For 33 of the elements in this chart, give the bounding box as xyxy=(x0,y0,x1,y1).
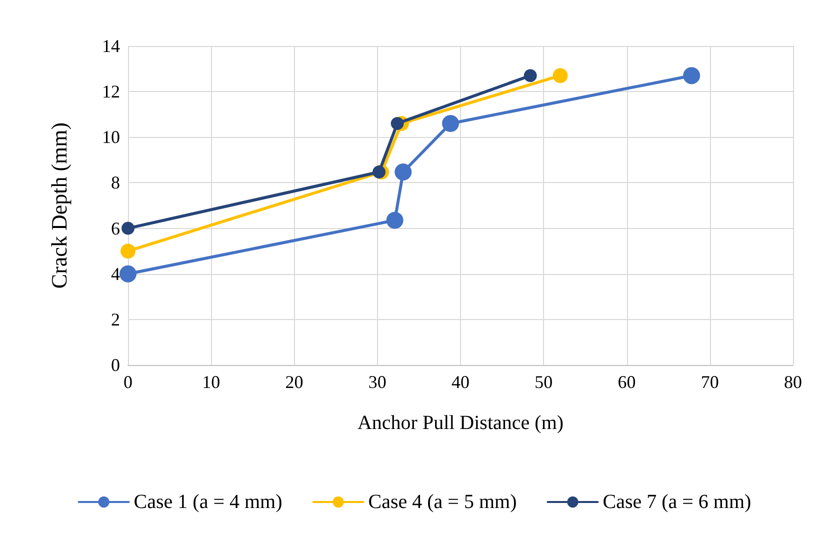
point xyxy=(442,114,460,132)
x-tick-label: 20 xyxy=(285,372,304,392)
x-tick-label: 60 xyxy=(618,372,636,392)
point xyxy=(390,116,404,130)
x-tick-label: 10 xyxy=(202,372,220,392)
x-tick-label: 40 xyxy=(452,372,470,392)
y-tick-label: 6 xyxy=(111,218,120,238)
point xyxy=(120,244,136,259)
point xyxy=(683,67,700,84)
point xyxy=(394,164,412,180)
legend-label: Case 4 (a = 5 mm) xyxy=(368,491,517,513)
point xyxy=(122,222,134,235)
y-tick-label: 8 xyxy=(111,172,120,193)
x-tick-label: 50 xyxy=(534,372,553,392)
y-tick-label: 14 xyxy=(102,36,120,56)
point xyxy=(372,166,386,178)
x-axis-title: Anchor Pull Distance (m) xyxy=(357,412,564,434)
y-axis-title: Crack Depth (mm) xyxy=(46,122,72,289)
x-tick-label: 30 xyxy=(368,372,386,392)
y-tick-label: 2 xyxy=(111,309,120,330)
y-tick-label: 12 xyxy=(102,82,120,102)
x-tick-label: 70 xyxy=(700,372,719,392)
point xyxy=(524,69,537,82)
point xyxy=(552,68,568,84)
y-tick-label: 10 xyxy=(102,127,120,148)
y-tick-label: 4 xyxy=(111,264,120,284)
x-tick-label: 0 xyxy=(124,372,132,392)
legend-label: Case 1 (a = 4 mm) xyxy=(134,491,282,513)
point xyxy=(120,265,136,282)
point xyxy=(386,212,404,229)
y-tick-label: 0 xyxy=(111,355,120,375)
legend-label: Case 7 (a = 6 mm) xyxy=(602,491,752,513)
x-tick-label: 80 xyxy=(784,372,802,392)
